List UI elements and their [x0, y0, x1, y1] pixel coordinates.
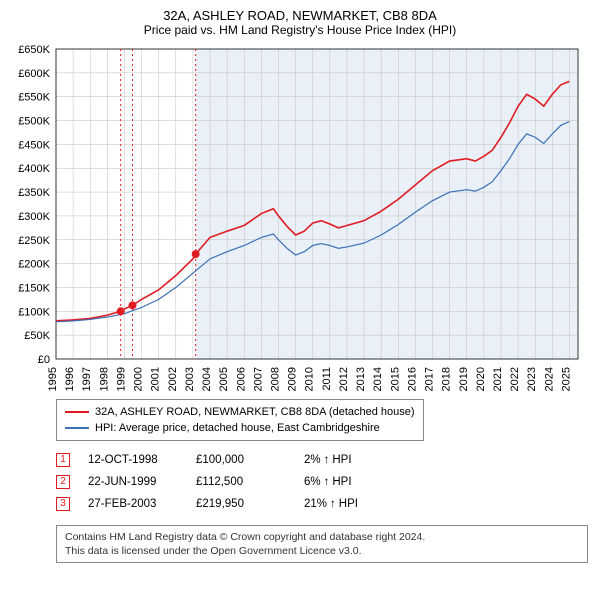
svg-text:2001: 2001 [150, 367, 162, 391]
legend-item: 32A, ASHLEY ROAD, NEWMARKET, CB8 8DA (de… [65, 404, 415, 420]
svg-text:2007: 2007 [252, 367, 264, 391]
svg-text:1996: 1996 [64, 367, 76, 391]
svg-text:2024: 2024 [543, 367, 555, 391]
svg-text:£500K: £500K [18, 116, 50, 128]
svg-text:2010: 2010 [304, 367, 316, 391]
chart-svg: £0 £50K £100K £150K £200K £250K £300K £350K £400… [12, 41, 588, 393]
event-date: 12-OCT-1998 [88, 449, 178, 471]
svg-text:£250K: £250K [18, 235, 50, 247]
legend-swatch [65, 411, 89, 413]
svg-text:2003: 2003 [184, 367, 196, 391]
chart-plot: £0 £50K £100K £150K £200K £250K £300K £350K £400… [12, 41, 588, 393]
svg-text:2008: 2008 [269, 367, 281, 391]
event-marker: 3 [56, 497, 70, 511]
svg-text:2004: 2004 [201, 367, 213, 391]
svg-text:1995: 1995 [47, 367, 59, 391]
svg-text:£300K: £300K [18, 211, 50, 223]
svg-text:2020: 2020 [475, 367, 487, 391]
event-date: 22-JUN-1999 [88, 471, 178, 493]
svg-text:£550K: £550K [18, 92, 50, 104]
svg-text:£600K: £600K [18, 68, 50, 80]
event-hpi: 6% ↑ HPI [304, 471, 352, 493]
svg-text:2006: 2006 [235, 367, 247, 391]
events-list: 1 12-OCT-1998 £100,000 2% ↑ HPI 2 22-JUN-1999… [56, 449, 588, 515]
event-row: 2 22-JUN-1999 £112,500 6% ↑ HPI [56, 471, 588, 493]
event-price: £100,000 [196, 449, 286, 471]
chart-title: 32A, ASHLEY ROAD, NEWMARKET, CB8 8DA [12, 8, 588, 23]
svg-text:2023: 2023 [526, 367, 538, 391]
chart-subtitle: Price paid vs. HM Land Registry's House … [12, 23, 588, 37]
svg-text:2018: 2018 [441, 367, 453, 391]
legend-label: HPI: Average price, detached house, East… [95, 420, 380, 436]
event-date: 27-FEB-2003 [88, 493, 178, 515]
attribution-line: Contains HM Land Registry data © Crown c… [65, 530, 579, 544]
event-marker: 1 [56, 453, 70, 467]
svg-text:£100K: £100K [18, 306, 50, 318]
svg-text:£50K: £50K [24, 330, 50, 342]
svg-text:2012: 2012 [338, 367, 350, 391]
svg-text:2016: 2016 [406, 367, 418, 391]
legend: 32A, ASHLEY ROAD, NEWMARKET, CB8 8DA (de… [56, 399, 424, 441]
svg-text:2002: 2002 [167, 367, 179, 391]
svg-text:2009: 2009 [287, 367, 299, 391]
legend-item: HPI: Average price, detached house, East… [65, 420, 415, 436]
svg-text:£400K: £400K [18, 163, 50, 175]
svg-text:2019: 2019 [458, 367, 470, 391]
chart-container: 32A, ASHLEY ROAD, NEWMARKET, CB8 8DA Pri… [0, 0, 600, 590]
legend-swatch [65, 427, 89, 429]
svg-text:1998: 1998 [98, 367, 110, 391]
attribution: Contains HM Land Registry data © Crown c… [56, 525, 588, 563]
svg-text:2005: 2005 [218, 367, 230, 391]
attribution-line: This data is licensed under the Open Gov… [65, 544, 579, 558]
event-marker: 2 [56, 475, 70, 489]
event-row: 1 12-OCT-1998 £100,000 2% ↑ HPI [56, 449, 588, 471]
svg-text:£150K: £150K [18, 282, 50, 294]
svg-text:2017: 2017 [424, 367, 436, 391]
svg-text:1997: 1997 [81, 367, 93, 391]
svg-text:2013: 2013 [355, 367, 367, 391]
svg-text:2011: 2011 [321, 367, 333, 391]
event-hpi: 2% ↑ HPI [304, 449, 352, 471]
svg-text:2022: 2022 [509, 367, 521, 391]
event-row: 3 27-FEB-2003 £219,950 21% ↑ HPI [56, 493, 588, 515]
svg-text:£450K: £450K [18, 139, 50, 151]
svg-text:2014: 2014 [372, 367, 384, 391]
svg-text:£0: £0 [38, 354, 50, 366]
svg-text:£650K: £650K [18, 44, 50, 56]
event-price: £219,950 [196, 493, 286, 515]
event-hpi: 21% ↑ HPI [304, 493, 358, 515]
svg-text:£350K: £350K [18, 187, 50, 199]
legend-label: 32A, ASHLEY ROAD, NEWMARKET, CB8 8DA (de… [95, 404, 415, 420]
svg-text:2000: 2000 [133, 367, 145, 391]
svg-text:2015: 2015 [389, 367, 401, 391]
svg-text:1999: 1999 [115, 367, 127, 391]
svg-text:2025: 2025 [560, 367, 572, 391]
svg-text:£200K: £200K [18, 259, 50, 271]
svg-text:2021: 2021 [492, 367, 504, 391]
event-price: £112,500 [196, 471, 286, 493]
